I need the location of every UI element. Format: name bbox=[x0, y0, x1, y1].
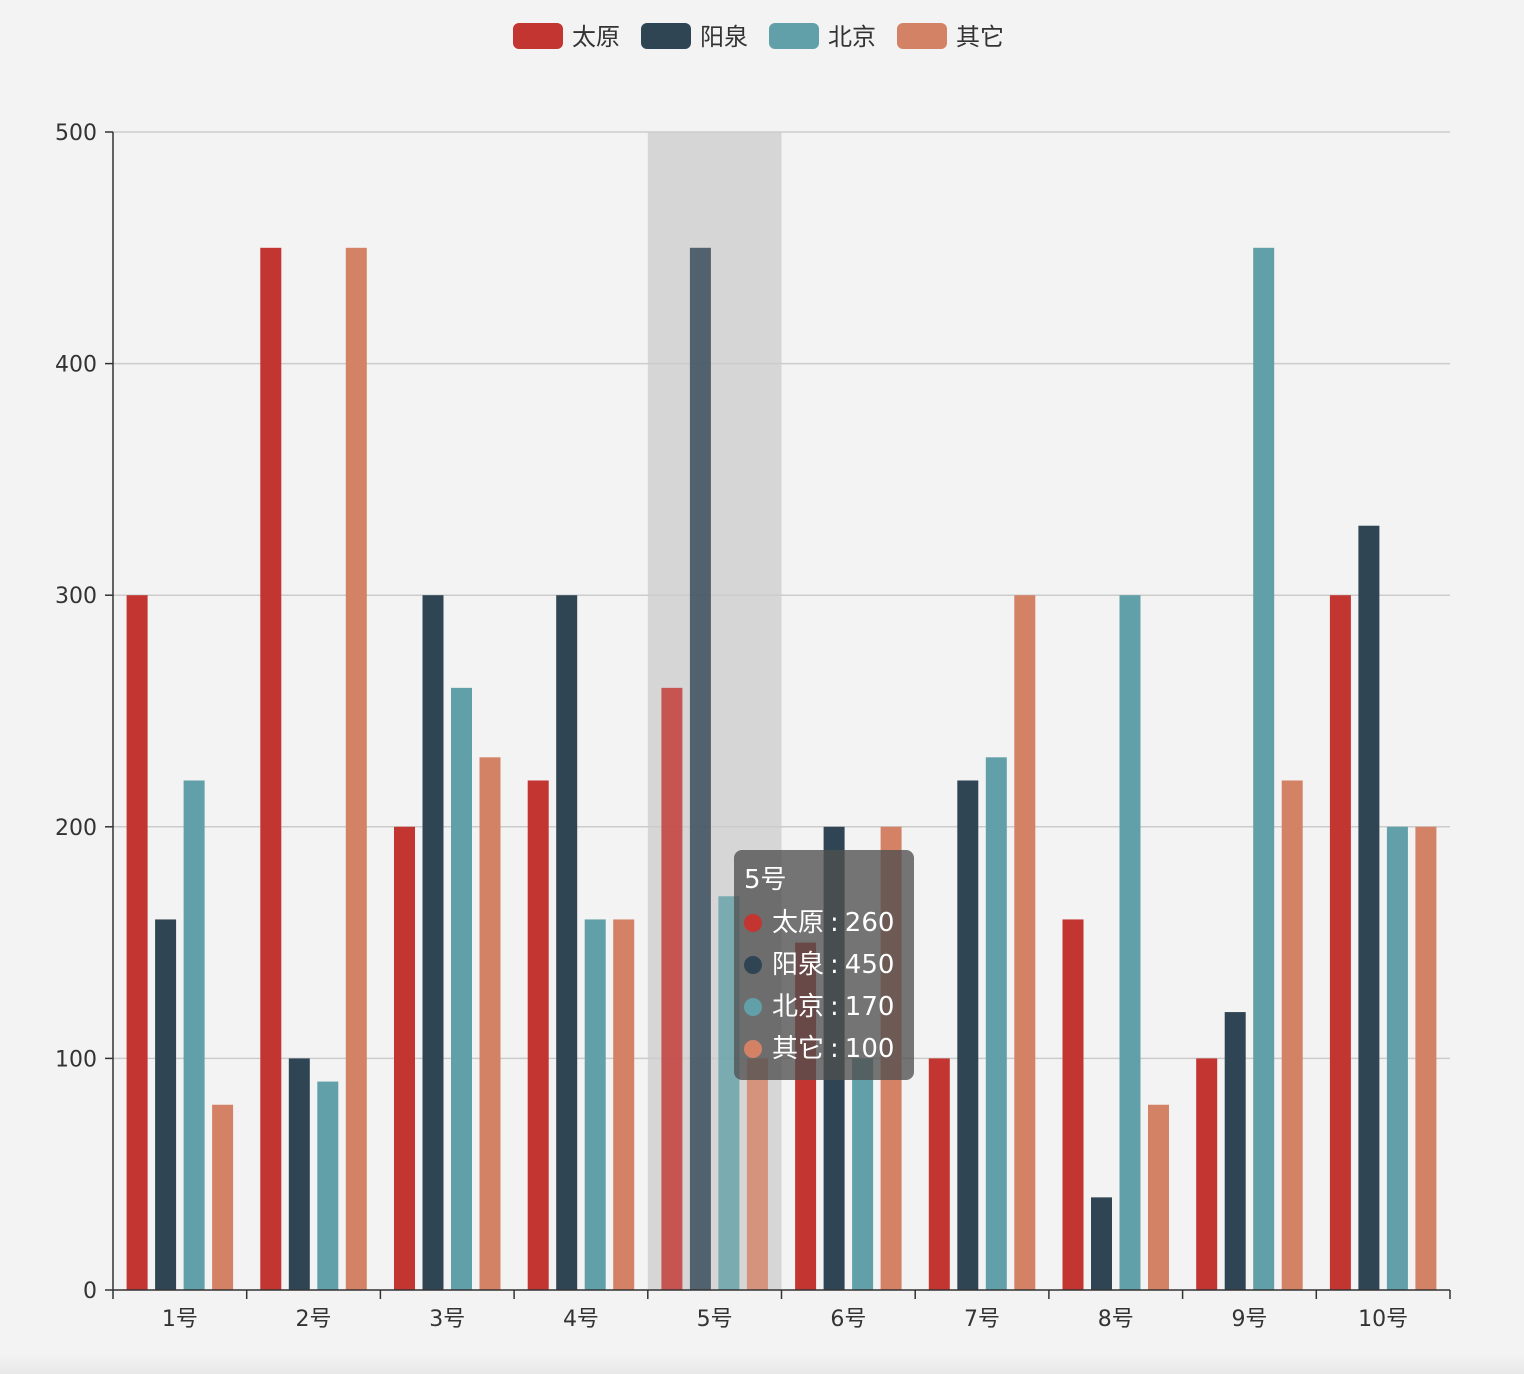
tooltip-separator: : bbox=[830, 950, 839, 980]
bar[interactable] bbox=[689, 247, 711, 1290]
bar[interactable] bbox=[1091, 1197, 1112, 1290]
x-tick-label: 10号 bbox=[1358, 1307, 1408, 1332]
tooltip-series-name: 太原 bbox=[772, 908, 825, 938]
bar[interactable] bbox=[1253, 247, 1275, 1290]
bar[interactable] bbox=[317, 1081, 339, 1290]
tooltip-series-name: 其它 bbox=[772, 1034, 825, 1064]
bar[interactable] bbox=[394, 826, 415, 1290]
legend-item[interactable]: 阳泉 bbox=[641, 23, 748, 51]
bar[interactable] bbox=[584, 919, 606, 1290]
legend-label[interactable]: 太原 bbox=[572, 23, 620, 51]
bar[interactable] bbox=[345, 247, 367, 1290]
tooltip-row: 北京 : 170 bbox=[744, 986, 904, 1028]
bar[interactable] bbox=[957, 780, 979, 1290]
tooltip-series-value: 260 bbox=[844, 908, 895, 938]
tooltip-series-value: 100 bbox=[844, 1034, 895, 1064]
legend-item[interactable]: 其它 bbox=[897, 23, 1004, 51]
legend-item[interactable]: 北京 bbox=[769, 23, 876, 51]
bar[interactable] bbox=[1415, 826, 1437, 1290]
legend-label[interactable]: 其它 bbox=[956, 23, 1004, 51]
tooltip-series-value: 170 bbox=[844, 992, 895, 1022]
y-tick-label: 300 bbox=[55, 584, 97, 609]
bar[interactable] bbox=[1224, 1012, 1246, 1290]
x-tick-label: 3号 bbox=[429, 1307, 465, 1332]
bar[interactable] bbox=[746, 1058, 768, 1290]
bar[interactable] bbox=[1148, 1104, 1169, 1290]
bar[interactable] bbox=[852, 1058, 874, 1290]
axes: 0 100 200 300 400 500 1号 2号 3号 4号 5号 6号 7号 8号 9号 10号 bbox=[55, 121, 1451, 1332]
series-dot-icon bbox=[744, 914, 762, 932]
bar[interactable] bbox=[479, 757, 501, 1290]
y-tick-label: 100 bbox=[55, 1047, 97, 1072]
bar[interactable] bbox=[613, 919, 635, 1290]
y-tick-label: 200 bbox=[55, 816, 97, 841]
x-tick-label: 7号 bbox=[964, 1307, 1000, 1332]
series-dot-icon bbox=[744, 956, 762, 974]
bar[interactable] bbox=[985, 757, 1007, 1290]
bar[interactable] bbox=[1358, 525, 1380, 1290]
bar[interactable] bbox=[260, 247, 282, 1290]
bar[interactable] bbox=[126, 595, 148, 1290]
bottom-edge bbox=[0, 1354, 1524, 1374]
legend-swatch[interactable] bbox=[769, 23, 819, 49]
bar[interactable] bbox=[1386, 826, 1408, 1290]
bar[interactable] bbox=[155, 919, 177, 1290]
tooltip-row: 其它 : 100 bbox=[744, 1028, 904, 1070]
x-tick-label: 2号 bbox=[296, 1307, 332, 1332]
y-tick-label: 400 bbox=[55, 353, 97, 378]
x-tick-label: 6号 bbox=[830, 1307, 866, 1332]
bar[interactable] bbox=[661, 687, 683, 1290]
legend-label[interactable]: 阳泉 bbox=[700, 23, 748, 51]
tooltip-series-name: 北京 bbox=[772, 992, 825, 1022]
tooltip-title: 5号 bbox=[744, 865, 787, 895]
legend-swatch[interactable] bbox=[513, 23, 563, 49]
legend-item[interactable]: 太原 bbox=[513, 23, 620, 51]
bar[interactable] bbox=[288, 1058, 310, 1290]
bar[interactable] bbox=[1196, 1058, 1218, 1290]
tooltip-separator: : bbox=[830, 908, 839, 938]
tooltip-separator: : bbox=[830, 992, 839, 1022]
bar[interactable] bbox=[212, 1104, 234, 1290]
x-tick-label: 1号 bbox=[162, 1307, 198, 1332]
tooltip-series-name: 阳泉 bbox=[772, 950, 825, 980]
series-dot-icon bbox=[744, 998, 762, 1016]
bar[interactable] bbox=[1281, 780, 1303, 1290]
series-dot-icon bbox=[744, 1040, 762, 1058]
tooltip-separator: : bbox=[830, 1034, 839, 1064]
bar[interactable] bbox=[1329, 595, 1351, 1290]
bar[interactable] bbox=[527, 780, 549, 1290]
y-tick-label: 500 bbox=[55, 121, 97, 146]
x-tick-label: 4号 bbox=[563, 1307, 599, 1332]
bar[interactable] bbox=[928, 1058, 950, 1290]
bar[interactable] bbox=[451, 687, 472, 1290]
bar[interactable] bbox=[183, 780, 205, 1290]
legend: 太原 阳泉 北京 其它 bbox=[513, 23, 1004, 51]
legend-label[interactable]: 北京 bbox=[828, 23, 876, 51]
bar[interactable] bbox=[422, 595, 444, 1290]
legend-swatch[interactable] bbox=[641, 23, 691, 49]
bar[interactable] bbox=[1119, 595, 1141, 1290]
tooltip: 5号 太原 : 260 阳泉 : 450 北京 : 170 其它 : 100 bbox=[734, 850, 914, 1080]
tooltip-series-value: 450 bbox=[844, 950, 895, 980]
tooltip-row: 太原 : 260 bbox=[744, 902, 904, 944]
x-tick-label: 8号 bbox=[1098, 1307, 1134, 1332]
y-tick-label: 0 bbox=[83, 1279, 97, 1304]
tooltip-row: 阳泉 : 450 bbox=[744, 944, 904, 986]
x-tick-label: 5号 bbox=[697, 1307, 733, 1332]
bar[interactable] bbox=[556, 595, 578, 1290]
legend-swatch[interactable] bbox=[897, 23, 947, 49]
bar[interactable] bbox=[1014, 595, 1036, 1290]
x-tick-label: 9号 bbox=[1231, 1307, 1267, 1332]
bar[interactable] bbox=[1062, 919, 1084, 1290]
